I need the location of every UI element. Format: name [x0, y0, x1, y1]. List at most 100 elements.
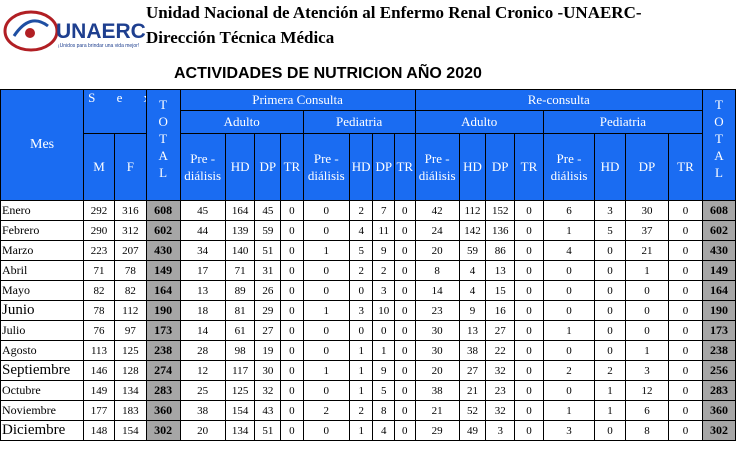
- value-cell: 0: [624, 320, 670, 341]
- value-cell: 0: [280, 220, 304, 241]
- header-mes: Mes: [0, 89, 85, 201]
- total-cell: 283: [701, 380, 737, 401]
- value-cell: 44: [179, 220, 226, 241]
- value-cell: 20: [414, 360, 460, 381]
- value-cell: 112: [113, 300, 147, 321]
- value-cell: 4: [348, 220, 374, 241]
- value-cell: 139: [224, 220, 256, 241]
- total-cell: 173: [145, 320, 181, 341]
- value-cell: 1: [594, 380, 626, 401]
- value-cell: 14: [414, 280, 460, 301]
- value-cell: 1: [348, 340, 374, 361]
- value-cell: 0: [542, 280, 596, 301]
- total-cell: 430: [701, 240, 737, 261]
- value-cell: 23: [485, 380, 516, 401]
- month-cell: Mayo: [0, 280, 85, 301]
- value-cell: 0: [542, 380, 596, 401]
- value-cell: 0: [594, 260, 626, 281]
- value-cell: 0: [542, 260, 596, 281]
- value-cell: 10: [372, 300, 396, 321]
- value-cell: 0: [280, 260, 304, 281]
- value-cell: 82: [113, 280, 147, 301]
- value-cell: 0: [348, 280, 374, 301]
- value-cell: 0: [594, 280, 626, 301]
- value-cell: 0: [372, 320, 396, 341]
- total-cell: 238: [701, 340, 737, 361]
- total-cell: 608: [701, 200, 737, 221]
- value-cell: 29: [414, 420, 460, 441]
- header-hd: HD: [594, 133, 626, 201]
- value-cell: 7: [372, 200, 396, 221]
- header-hd: HD: [224, 133, 256, 201]
- month-cell: Marzo: [0, 240, 85, 261]
- value-cell: 0: [514, 380, 544, 401]
- value-cell: 117: [224, 360, 256, 381]
- value-cell: 0: [302, 280, 350, 301]
- value-cell: 0: [394, 400, 416, 421]
- value-cell: 52: [458, 400, 487, 421]
- header-predialisis: Pre - diálisis: [414, 133, 460, 201]
- value-cell: 59: [254, 220, 282, 241]
- value-cell: 32: [254, 380, 282, 401]
- value-cell: 0: [394, 360, 416, 381]
- value-cell: 1: [624, 340, 670, 361]
- value-cell: 6: [542, 200, 596, 221]
- value-cell: 0: [280, 240, 304, 261]
- total-cell: 608: [145, 200, 181, 221]
- value-cell: 45: [254, 200, 282, 221]
- value-cell: 154: [113, 420, 147, 441]
- value-cell: 1: [542, 320, 596, 341]
- value-cell: 316: [113, 200, 147, 221]
- value-cell: 0: [594, 340, 626, 361]
- value-cell: 0: [668, 320, 703, 341]
- value-cell: 0: [514, 360, 544, 381]
- value-cell: 11: [372, 220, 396, 241]
- value-cell: 0: [280, 280, 304, 301]
- value-cell: 13: [485, 260, 516, 281]
- value-cell: 29: [254, 300, 282, 321]
- value-cell: 0: [302, 420, 350, 441]
- value-cell: 12: [179, 360, 226, 381]
- header-pediatria: Pediatria: [302, 110, 416, 134]
- value-cell: 0: [514, 240, 544, 261]
- value-cell: 0: [668, 220, 703, 241]
- table-row: Septiembre 146 128 274 12 117 30 0 1 1 9 0 20 27 32 0 2 2…: [0, 360, 737, 381]
- total-cell: 149: [701, 260, 737, 281]
- header-pediatria: Pediatria: [542, 110, 703, 134]
- value-cell: 37: [624, 220, 670, 241]
- value-cell: 4: [542, 240, 596, 261]
- svg-text:UNAERC: UNAERC: [56, 20, 145, 43]
- value-cell: 21: [624, 240, 670, 261]
- value-cell: 27: [254, 320, 282, 341]
- value-cell: 0: [302, 200, 350, 221]
- total-cell: 173: [701, 320, 737, 341]
- value-cell: 0: [302, 340, 350, 361]
- total-cell: 360: [145, 400, 181, 421]
- value-cell: 0: [668, 400, 703, 421]
- value-cell: 61: [224, 320, 256, 341]
- value-cell: 0: [668, 200, 703, 221]
- value-cell: 30: [624, 200, 670, 221]
- header-dp: DP: [485, 133, 516, 201]
- header-reconsulta: Re-consulta: [414, 89, 703, 111]
- month-cell: Junio: [0, 300, 85, 321]
- table-row: Marzo 223 207 430 34 140 51 0 1 5 9 0 20 59 86 0 4 0 21 0 43…: [0, 240, 737, 261]
- value-cell: 0: [624, 280, 670, 301]
- value-cell: 0: [514, 300, 544, 321]
- value-cell: 30: [254, 360, 282, 381]
- value-cell: 0: [542, 340, 596, 361]
- value-cell: 4: [372, 420, 396, 441]
- value-cell: 0: [542, 300, 596, 321]
- value-cell: 19: [254, 340, 282, 361]
- value-cell: 4: [458, 280, 487, 301]
- value-cell: 3: [624, 360, 670, 381]
- value-cell: 1: [348, 380, 374, 401]
- value-cell: 0: [514, 200, 544, 221]
- value-cell: 28: [179, 340, 226, 361]
- value-cell: 0: [302, 380, 350, 401]
- total-cell: 302: [145, 420, 181, 441]
- value-cell: 290: [83, 220, 115, 241]
- total-cell: 149: [145, 260, 181, 281]
